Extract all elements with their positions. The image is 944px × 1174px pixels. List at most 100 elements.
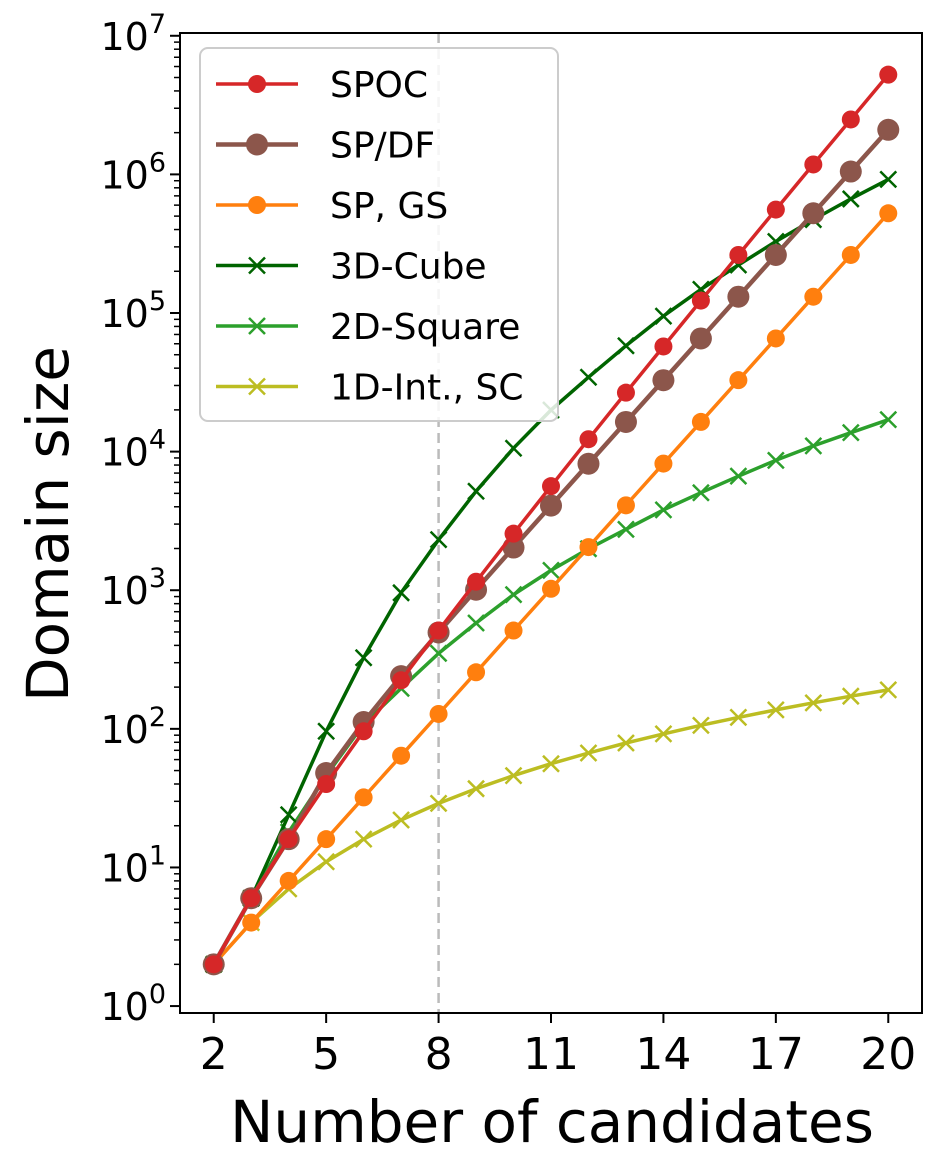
point-sp-df-x14 <box>652 369 675 392</box>
legend-label-spoc: SPOC <box>330 65 428 106</box>
series-spoc <box>204 65 898 974</box>
point-sp-df-x15 <box>689 327 712 350</box>
point-2d-square-x8 <box>429 644 448 663</box>
point-sp-df-x19 <box>839 160 862 183</box>
y-tick-label-1e2: 102 <box>100 702 166 752</box>
legend: SPOC SP/DF SP, GS 3D-Cube 2D-Square 1D-Int., … <box>199 47 559 422</box>
point-spoc-x7 <box>392 671 411 690</box>
point-3d-cube-x10 <box>504 439 523 458</box>
x-tick-label-5: 5 <box>312 1029 340 1080</box>
point-2d-square-x20 <box>879 410 898 429</box>
point-2d-square-x13 <box>617 520 635 539</box>
point-sp-gs-x9 <box>467 663 486 682</box>
legend-entry-3d-cube: 3D-Cube <box>216 247 487 288</box>
legend-label-3d-cube: 3D-Cube <box>330 247 487 288</box>
point-1d-int-sc-x15 <box>692 716 710 735</box>
point-1d-int-sc-x16 <box>729 708 748 727</box>
point-1d-int-sc-x13 <box>617 734 635 752</box>
legend-entry-spoc: SPOC <box>216 65 428 106</box>
legend-entry-1d-int-sc: 1D-Int., SC <box>216 368 523 409</box>
point-sp-df-x18 <box>802 202 825 225</box>
point-1d-int-sc-x5 <box>317 852 336 871</box>
point-sp-gs-x3 <box>242 913 261 932</box>
point-1d-int-sc-x6 <box>354 830 373 849</box>
point-spoc-x6 <box>354 722 373 741</box>
legend-entry-sp-gs: SP, GS <box>216 186 448 227</box>
point-2d-square-x19 <box>841 423 860 442</box>
point-spoc-x20 <box>879 65 898 84</box>
legend-entry-sp-df: SP/DF <box>216 126 435 167</box>
point-2d-square-x9 <box>467 614 485 632</box>
point-1d-int-sc-x17 <box>766 701 785 719</box>
point-sp-df-x12 <box>577 452 600 475</box>
point-spoc-x15 <box>691 291 710 310</box>
point-3d-cube-x5 <box>317 722 336 741</box>
point-1d-int-sc-x9 <box>467 779 485 798</box>
point-3d-cube-x7 <box>392 583 410 602</box>
x-tick-label-14: 14 <box>635 1029 691 1080</box>
point-spoc-x14 <box>654 337 673 356</box>
point-sp-gs-x11 <box>542 579 560 598</box>
point-3d-cube-x20 <box>879 170 898 189</box>
point-sp-df-x16 <box>727 285 750 308</box>
point-1d-int-sc-x19 <box>841 687 860 706</box>
point-sp-gs-x16 <box>729 371 748 390</box>
x-tick-label-11: 11 <box>523 1029 579 1080</box>
point-sp-gs-x15 <box>691 412 710 431</box>
point-3d-cube-x6 <box>354 648 373 667</box>
point-sp-gs-x19 <box>841 245 860 264</box>
x-tick-label-8: 8 <box>425 1029 453 1080</box>
point-sp-gs-x17 <box>766 329 785 348</box>
point-sp-gs-x7 <box>392 746 411 765</box>
point-sp-df-x20 <box>877 118 900 141</box>
point-sp-gs-x5 <box>317 830 336 849</box>
point-sp-df-x11 <box>540 494 562 517</box>
point-spoc-x19 <box>841 110 860 129</box>
point-spoc-x17 <box>766 200 785 219</box>
point-3d-cube-x8 <box>429 530 448 549</box>
point-spoc-x10 <box>504 524 523 543</box>
point-2d-square-x17 <box>766 451 785 470</box>
plot-area <box>202 33 900 1013</box>
point-spoc-x5 <box>317 775 336 794</box>
point-1d-int-sc-x20 <box>879 681 898 699</box>
legend-entry-2d-square: 2D-Square <box>216 307 520 348</box>
y-axis-label: Domain size <box>14 346 82 702</box>
point-1d-int-sc-x12 <box>579 744 598 762</box>
point-3d-cube-x14 <box>654 307 673 325</box>
legend-label-1d-int-sc: 1D-Int., SC <box>330 368 523 409</box>
point-3d-cube-x13 <box>617 336 635 355</box>
point-spoc-x11 <box>542 477 560 496</box>
legend-label-sp-gs: SP, GS <box>330 186 448 227</box>
point-1d-int-sc-x11 <box>542 754 560 773</box>
legend-marker-spoc <box>248 75 266 93</box>
point-1d-int-sc-x7 <box>392 811 410 829</box>
x-tick-label-2: 2 <box>200 1029 228 1080</box>
plot-clip-group <box>202 33 900 1013</box>
point-spoc-x16 <box>729 245 748 264</box>
point-3d-cube-x12 <box>579 368 598 387</box>
point-1d-int-sc-x10 <box>504 766 523 785</box>
x-axis-label: Number of candidates <box>230 1088 874 1156</box>
point-sp-gs-x18 <box>804 287 823 306</box>
point-3d-cube-x4 <box>279 805 298 824</box>
point-spoc-x2 <box>204 955 223 974</box>
point-spoc-x9 <box>467 572 486 591</box>
legend-marker-sp-df <box>246 133 268 156</box>
legend-marker-1d-int-sc <box>248 377 266 396</box>
point-spoc-x8 <box>429 621 448 640</box>
point-2d-square-x16 <box>729 467 748 486</box>
point-spoc-x4 <box>279 830 298 849</box>
point-3d-cube-x9 <box>467 482 485 501</box>
legend-label-sp-df: SP/DF <box>330 126 435 167</box>
point-1d-int-sc-x18 <box>804 693 823 712</box>
legend-marker-2d-square <box>248 317 266 335</box>
point-spoc-x18 <box>804 155 823 174</box>
point-2d-square-x14 <box>654 500 673 519</box>
point-spoc-x13 <box>616 383 635 402</box>
legend-marker-3d-cube <box>248 256 266 275</box>
point-2d-square-x15 <box>692 483 710 502</box>
point-sp-df-x17 <box>764 243 787 266</box>
point-sp-gs-x12 <box>579 538 598 557</box>
